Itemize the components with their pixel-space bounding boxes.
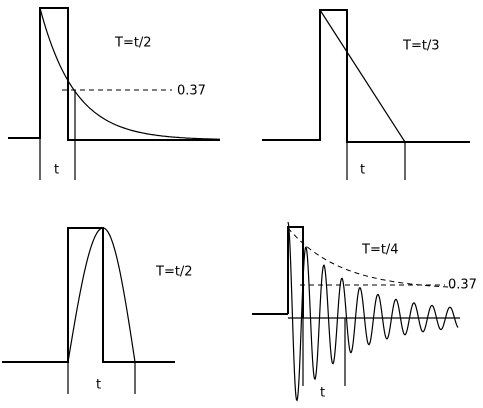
- envelope: [287, 227, 455, 288]
- level-label: 0.37: [177, 84, 206, 99]
- pulse: [8, 7, 220, 141]
- panel-oscillation: 0.37 T=t/4 t: [252, 221, 477, 402]
- panel-half-sine: T=t/2 t: [2, 227, 193, 394]
- time-constant: T=t/4: [361, 243, 399, 258]
- time-label: t: [360, 163, 365, 178]
- time-label: t: [320, 386, 325, 401]
- time-constant: T=t/2: [155, 265, 193, 280]
- decay-line: [319, 9, 406, 143]
- pulse: [262, 9, 470, 143]
- response-curve: [67, 227, 136, 363]
- time-label: t: [96, 378, 101, 393]
- time-constant: T=t/3: [402, 39, 440, 54]
- panel-linear: T=t/3 t: [262, 9, 470, 180]
- level-label: 0.37: [448, 278, 477, 293]
- oscillation: [287, 221, 459, 402]
- pulse: [2, 227, 175, 363]
- time-label: t: [54, 163, 59, 178]
- time-constant: T=t/2: [114, 36, 152, 51]
- decay-curve: [39, 7, 220, 140]
- panel-exponential: 0.37 T=t/2 t: [8, 7, 220, 180]
